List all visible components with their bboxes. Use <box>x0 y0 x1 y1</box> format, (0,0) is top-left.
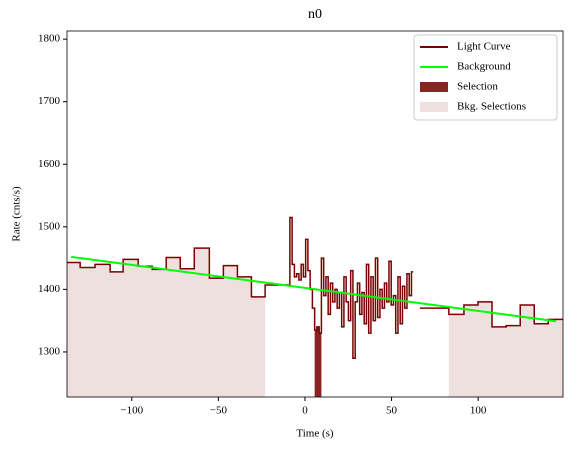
legend: Light Curve Background Selection Bkg. Selec… <box>413 34 558 121</box>
x-tick-label: −50 <box>210 405 228 417</box>
legend-label: Background <box>457 61 511 73</box>
y-axis-label: Rate (cnts/s) <box>11 186 23 242</box>
legend-patch <box>420 82 448 92</box>
background-line <box>71 255 557 323</box>
y-tick-label: 1800 <box>38 33 61 45</box>
chart-title: n0 <box>308 7 322 22</box>
y-tick-label: 1700 <box>38 95 61 107</box>
y-tick-label: 1500 <box>38 220 61 232</box>
legend-patch <box>420 102 448 112</box>
bkg-selection <box>448 301 563 397</box>
plot-content <box>67 216 563 397</box>
y-tick-label: 1600 <box>38 158 61 170</box>
y-tick-label: 1400 <box>38 283 61 295</box>
plot-frame <box>66 30 564 398</box>
y-tick-label: 1300 <box>38 345 61 357</box>
legend-box <box>413 34 558 121</box>
x-tick-label: −100 <box>120 405 143 417</box>
x-tick-label: 0 <box>302 405 308 417</box>
legend-label: Selection <box>457 81 498 93</box>
legend-label: Bkg. Selections <box>457 101 526 113</box>
x-tick-label: 50 <box>386 405 398 417</box>
bkg-selection <box>67 248 266 397</box>
legend-label: Light Curve <box>457 41 511 53</box>
x-tick-label: 100 <box>470 405 487 417</box>
selection <box>314 326 322 397</box>
x-axis-label: Time (s) <box>296 428 334 440</box>
